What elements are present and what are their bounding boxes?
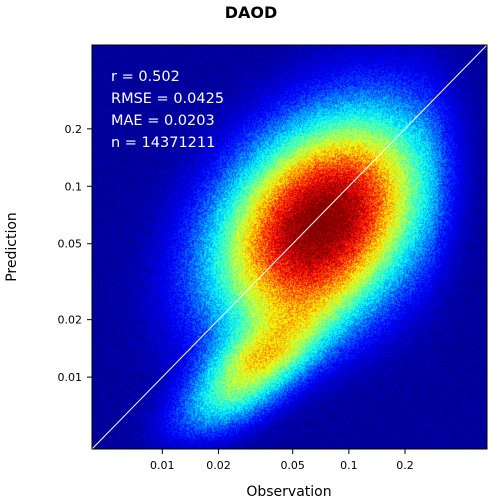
y-axis: 0.01 0.02 0.05 0.1 0.2 <box>58 123 92 384</box>
stats-annotation: r = 0.502 RMSE = 0.0425 MAE = 0.0203 n =… <box>111 69 224 151</box>
x-axis-title: Observation <box>246 484 331 499</box>
x-axis: 0.01 0.02 0.05 0.1 0.2 <box>150 449 414 472</box>
plot-frame <box>91 44 488 450</box>
y-tick-label: 0.05 <box>58 238 83 251</box>
one-to-one-line <box>91 44 488 450</box>
x-tick-label: 0.1 <box>340 459 358 472</box>
x-tick-label: 0.01 <box>150 459 175 472</box>
y-tick-label: 0.1 <box>65 180 83 193</box>
x-tick-label: 0.2 <box>396 459 414 472</box>
y-tick-label: 0.02 <box>58 314 83 327</box>
stat-mae: MAE = 0.0203 <box>111 113 215 129</box>
stat-n: n = 14371211 <box>111 135 215 151</box>
y-tick-label: 0.01 <box>58 371 83 384</box>
y-axis-title: Prediction <box>4 212 20 282</box>
x-tick-label: 0.05 <box>280 459 305 472</box>
stat-rmse: RMSE = 0.0425 <box>111 91 224 107</box>
stat-r: r = 0.502 <box>111 69 180 85</box>
chart-title: DAOD <box>225 3 278 22</box>
y-tick-label: 0.2 <box>65 123 83 136</box>
x-tick-label: 0.02 <box>206 459 231 472</box>
